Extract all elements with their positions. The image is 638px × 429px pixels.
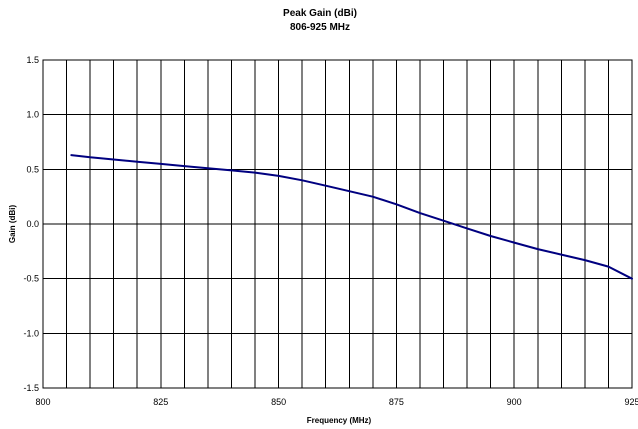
horizontal-gridlines	[43, 114, 632, 334]
y-tick-label: 1.5	[26, 55, 39, 65]
x-tick-label: 900	[507, 397, 522, 407]
x-tick-label: 825	[153, 397, 168, 407]
x-tick-label: 925	[624, 397, 638, 407]
y-tick-label: 0.5	[26, 164, 39, 174]
x-tick-labels: 800 825 850 875 900 925	[35, 397, 638, 407]
y-axis-label: Gain (dBi)	[8, 205, 17, 244]
y-tick-label: -1.5	[23, 383, 39, 393]
y-tick-label: 0.0	[26, 219, 39, 229]
y-tick-label: -1.0	[23, 328, 39, 338]
plot-area-frame	[42, 59, 633, 389]
gain-series-line	[70, 154, 633, 280]
y-tick-labels: -1.5 -1.0 -0.5 0.0 0.5 1.0 1.5	[23, 55, 39, 393]
series-layer	[70, 154, 633, 280]
x-tick-label: 875	[389, 397, 404, 407]
chart-subtitle: 806-925 MHz	[290, 22, 350, 33]
y-tick-label: -0.5	[23, 274, 39, 284]
x-axis-label: Frequency (MHz)	[307, 416, 372, 425]
chart-title: Peak Gain (dBi)	[283, 8, 357, 19]
y-tick-label: 1.0	[26, 110, 39, 120]
x-tick-label: 800	[35, 397, 50, 407]
x-tick-label: 850	[271, 397, 286, 407]
